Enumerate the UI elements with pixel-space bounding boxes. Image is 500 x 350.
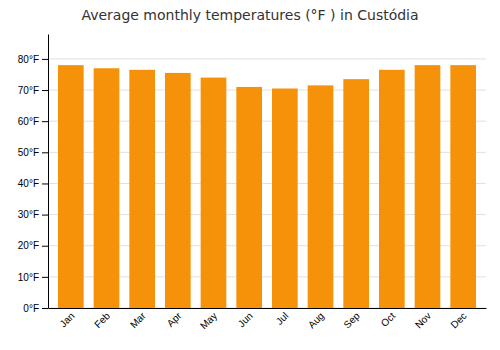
tick-mark (42, 90, 48, 91)
tick: May (198, 310, 219, 331)
tick: 40°F (18, 178, 48, 189)
axis-line (49, 308, 487, 309)
y-axis: 0°F 10°F 20°F 30°F 40°F 50°F 60°F 70°F 80°F (18, 35, 49, 314)
tick-label: May (198, 310, 219, 331)
tick-mark (42, 121, 48, 122)
tick-label: 70°F (18, 85, 39, 96)
tick-label: Sep (341, 310, 362, 331)
tick-mark (42, 152, 48, 153)
tick: 80°F (18, 54, 48, 65)
tick-label: Aug (306, 310, 326, 330)
tick-label: Oct (379, 310, 398, 329)
tick-label: 40°F (18, 178, 39, 189)
tick-label: Jun (236, 310, 255, 329)
tick-mark (42, 308, 48, 309)
tick-label: Feb (92, 310, 112, 330)
tick: 70°F (18, 85, 48, 96)
title: Average monthly temperatures (°F ) in Cu… (81, 7, 418, 23)
bars (58, 65, 476, 308)
tick-label: 0°F (23, 303, 39, 314)
bar (343, 79, 369, 308)
tick-label: 20°F (18, 240, 39, 251)
tick-mark (42, 246, 48, 247)
tick: Jul (274, 310, 291, 327)
tick-label: 30°F (18, 209, 39, 220)
tick-label: Dec (448, 310, 468, 330)
tick-mark (42, 183, 48, 184)
tick-label: Mar (128, 310, 148, 330)
tick: 50°F (18, 147, 48, 158)
chart: 0°F 10°F 20°F 30°F 40°F 50°F 60°F 70°F 80°F Jan Fe… (0, 0, 500, 350)
axis-line (48, 35, 49, 309)
bar (415, 65, 441, 308)
tick: Jan (57, 310, 76, 329)
tick-label: Apr (165, 310, 184, 329)
tick: Apr (165, 310, 184, 329)
bar (379, 70, 405, 308)
tick: Jun (236, 310, 255, 329)
tick: Mar (128, 310, 148, 330)
plot: 0°F 10°F 20°F 30°F 40°F 50°F 60°F 70°F 80°F Jan Fe… (18, 35, 487, 332)
bar (450, 65, 476, 308)
bar (58, 65, 84, 308)
tick: 10°F (18, 272, 48, 283)
tick: Oct (379, 310, 398, 329)
bar (236, 87, 262, 308)
tick: 30°F (18, 209, 48, 220)
x-axis: Jan Feb Mar Apr May Jun Jul Aug Sep Oct Nov Dec (49, 309, 487, 332)
bar (272, 88, 298, 308)
tick-label: 80°F (18, 54, 39, 65)
tick: Dec (448, 310, 468, 330)
bar (129, 70, 155, 308)
tick-label: Nov (413, 310, 433, 330)
tick: Nov (413, 310, 433, 330)
tick: Feb (92, 310, 112, 330)
tick: 0°F (23, 303, 48, 314)
tick-mark (42, 277, 48, 278)
grid (48, 59, 486, 308)
tick: Aug (306, 310, 326, 330)
tick-label: Jul (274, 310, 291, 327)
tick: 60°F (18, 116, 48, 127)
bar (201, 78, 227, 308)
tick-mark (42, 215, 48, 216)
tick: 20°F (18, 240, 48, 251)
tick-label: 10°F (18, 272, 39, 283)
tick-label: Jan (57, 310, 76, 329)
grid-line (48, 58, 486, 59)
bar (165, 73, 191, 308)
bar (308, 85, 334, 308)
tick: Sep (341, 310, 362, 331)
tick-mark (42, 59, 48, 60)
tick-label: 60°F (18, 116, 39, 127)
bar (94, 68, 120, 308)
tick-label: 50°F (18, 147, 39, 158)
